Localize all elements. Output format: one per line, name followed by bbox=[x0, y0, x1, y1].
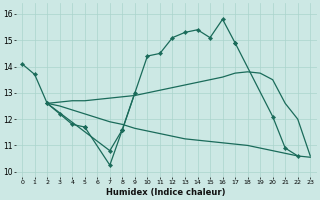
X-axis label: Humidex (Indice chaleur): Humidex (Indice chaleur) bbox=[107, 188, 226, 197]
